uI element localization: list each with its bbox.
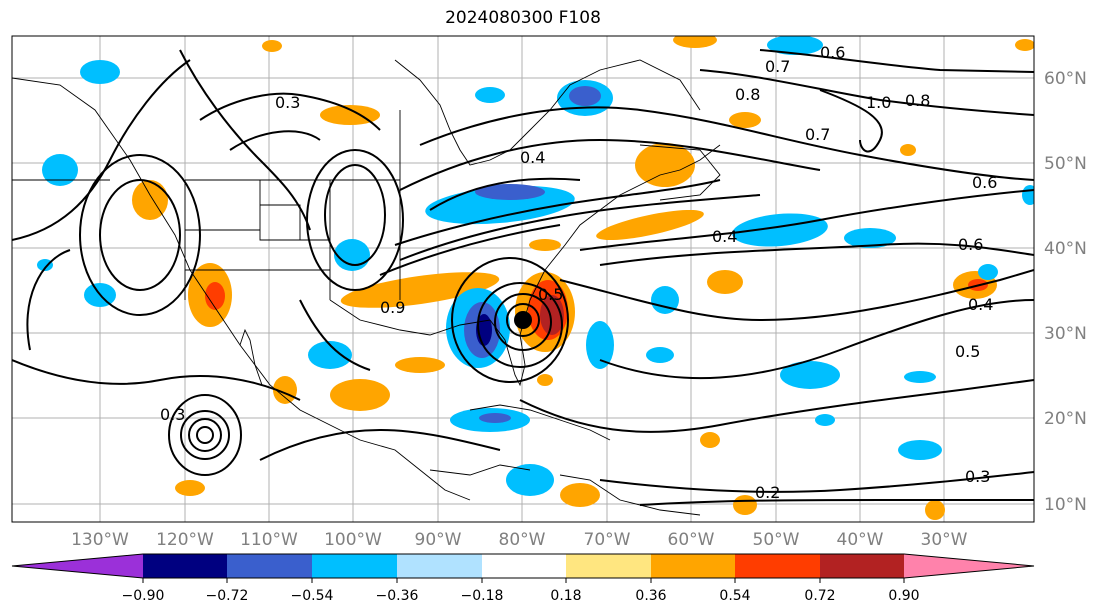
lon-tick-label: 130°W bbox=[71, 530, 129, 550]
contour-label: 0.6 bbox=[820, 43, 845, 62]
coastlines bbox=[12, 59, 721, 516]
contour-label: 0.7 bbox=[765, 57, 790, 76]
colorbar-segment bbox=[566, 554, 651, 578]
colorbar-left-extend bbox=[12, 554, 143, 578]
lat-tick-label: 20°N bbox=[1044, 409, 1087, 429]
lat-tick-label: 60°N bbox=[1044, 69, 1087, 89]
lon-tick-label: 60°W bbox=[668, 530, 715, 550]
colorbar-segment bbox=[312, 554, 397, 578]
contour-label: 0.5 bbox=[538, 285, 563, 304]
contour-label: 0.4 bbox=[968, 295, 993, 314]
colorbar-tick-label: 0.18 bbox=[550, 588, 581, 604]
contour-label: 0.2 bbox=[755, 483, 780, 502]
colorbar-tick-label: −0.54 bbox=[291, 588, 334, 604]
lon-tick-label: 50°W bbox=[753, 530, 800, 550]
contour-label: 0.8 bbox=[735, 85, 760, 104]
contour-lines bbox=[12, 49, 1034, 506]
lon-tick-label: 30°W bbox=[921, 530, 968, 550]
storm-center-dot bbox=[514, 311, 532, 329]
contour-label: 1.0 bbox=[866, 93, 891, 112]
contour-label: 0.9 bbox=[380, 298, 405, 317]
contour-label: 0.4 bbox=[520, 148, 545, 167]
colorbar-segment bbox=[651, 554, 735, 578]
lon-tick-label: 120°W bbox=[156, 530, 214, 550]
contour-label: 0.6 bbox=[972, 173, 997, 192]
lat-tick-labels: 60°N 50°N 40°N 30°N 20°N 10°N bbox=[1044, 69, 1087, 515]
colorbar-tick-label: −0.18 bbox=[461, 588, 504, 604]
colorbar-segment bbox=[143, 554, 227, 578]
gridlines bbox=[12, 36, 1034, 522]
plot-title: 2024080300 F108 bbox=[445, 8, 601, 28]
colorbar-tick-label: −0.72 bbox=[206, 588, 249, 604]
lon-tick-label: 100°W bbox=[324, 530, 382, 550]
colorbar-right-extend bbox=[904, 554, 1034, 578]
contour-label: 0.7 bbox=[805, 125, 830, 144]
colorbar-segment bbox=[735, 554, 820, 578]
colorbar: −0.90 −0.72 −0.54 −0.36 −0.18 0.18 0.36 … bbox=[11, 553, 1035, 604]
lon-tick-label: 40°W bbox=[837, 530, 884, 550]
colorbar-tick-label: 0.36 bbox=[635, 588, 666, 604]
lat-tick-label: 50°N bbox=[1044, 154, 1087, 174]
lon-tick-label: 110°W bbox=[240, 530, 298, 550]
lat-tick-label: 30°N bbox=[1044, 324, 1087, 344]
lon-tick-labels: 130°W 120°W 110°W 100°W 90°W 80°W 70°W 6… bbox=[71, 530, 968, 550]
colorbar-tick-label: 0.72 bbox=[804, 588, 835, 604]
colorbar-segment bbox=[397, 554, 482, 578]
contour-label: 0.5 bbox=[955, 342, 980, 361]
contour-label-group: 0.3 0.4 0.5 0.6 0.7 0.8 0.9 1.0 0.2 0.3 … bbox=[160, 43, 997, 502]
colorbar-tick-label: 0.54 bbox=[719, 588, 750, 604]
lon-tick-label: 80°W bbox=[499, 530, 546, 550]
lat-tick-label: 40°N bbox=[1044, 239, 1087, 259]
map-frame bbox=[11, 35, 1035, 523]
colorbar-segment bbox=[227, 554, 312, 578]
colorbar-tick-label: 0.90 bbox=[888, 588, 919, 604]
contour-label: 0.3 bbox=[965, 467, 990, 486]
lon-tick-label: 90°W bbox=[415, 530, 462, 550]
lat-tick-label: 10°N bbox=[1044, 495, 1087, 515]
contour-label: 0.8 bbox=[905, 91, 930, 110]
colorbar-tick-label: −0.36 bbox=[376, 588, 419, 604]
contour-label: 0.6 bbox=[958, 235, 983, 254]
colorbar-segment bbox=[482, 554, 566, 578]
contour-label: 0.3 bbox=[275, 93, 300, 112]
contour-label: 0.4 bbox=[712, 227, 737, 246]
colorbar-tick-label: −0.90 bbox=[122, 588, 165, 604]
contour-label: 0.3 bbox=[160, 405, 185, 424]
lon-tick-label: 70°W bbox=[584, 530, 631, 550]
colorbar-segment bbox=[820, 554, 904, 578]
